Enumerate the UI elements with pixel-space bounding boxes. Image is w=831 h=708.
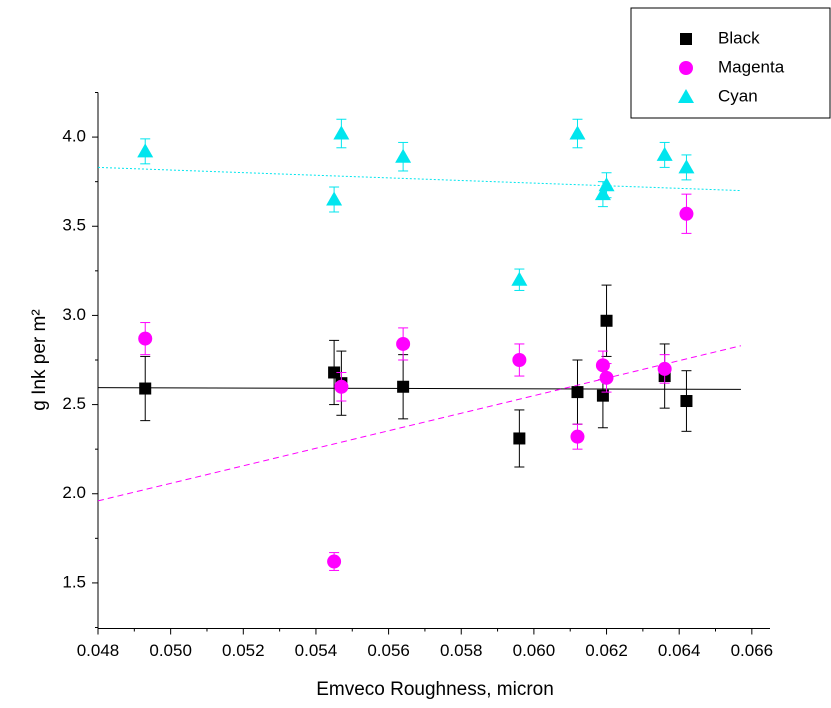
x-tick-label: 0.050 [149,641,192,660]
legend-marker [678,89,694,103]
x-tick-label: 0.060 [513,641,556,660]
x-tick-label: 0.054 [295,641,338,660]
data-point [569,125,586,140]
data-point [570,429,585,444]
data-point [679,206,694,221]
data-point [513,432,526,445]
y-tick-label: 3.5 [62,216,86,235]
data-point [511,271,528,286]
data-point [334,379,349,394]
x-tick-label: 0.062 [585,641,628,660]
data-point [137,143,154,158]
data-point [680,395,693,408]
data-point [326,191,343,206]
y-tick-label: 1.5 [62,572,86,591]
x-tick-label: 0.056 [367,641,410,660]
data-point [600,314,613,327]
x-tick-label: 0.066 [731,641,774,660]
data-point [395,148,412,163]
legend-marker [679,61,693,75]
x-tick-label: 0.052 [222,641,265,660]
data-point [657,361,672,376]
x-axis-title: Emveco Roughness, micron [316,679,554,700]
data-point [512,353,527,367]
data-point [397,380,410,393]
y-tick-label: 3.0 [62,305,86,324]
data-point [595,358,610,373]
data-point [596,389,609,402]
y-tick-label: 4.0 [62,127,86,146]
trend-line [97,345,742,502]
data-point [656,146,673,161]
data-point [599,370,614,385]
legend-label: Black [718,28,760,47]
data-point [678,159,695,174]
legend-marker [680,33,692,45]
data-point [598,177,615,192]
x-tick-label: 0.058 [440,641,483,660]
x-tick-label: 0.048 [77,641,120,660]
data-point [327,554,342,569]
data-point [333,125,350,140]
legend-label: Cyan [718,86,758,105]
legend-box [630,7,831,119]
data-point [571,386,584,399]
x-tick-label: 0.064 [658,641,701,660]
y-tick-label: 2.0 [62,483,86,502]
data-point [328,366,341,379]
data-point [139,382,152,395]
y-tick-label: 2.5 [62,394,86,413]
data-point [138,331,153,346]
y-axis-title: g Ink per m² [29,309,50,410]
legend-label: Magenta [718,57,785,76]
data-point [396,336,411,351]
trend-line [97,166,741,192]
trend-line [97,387,741,390]
